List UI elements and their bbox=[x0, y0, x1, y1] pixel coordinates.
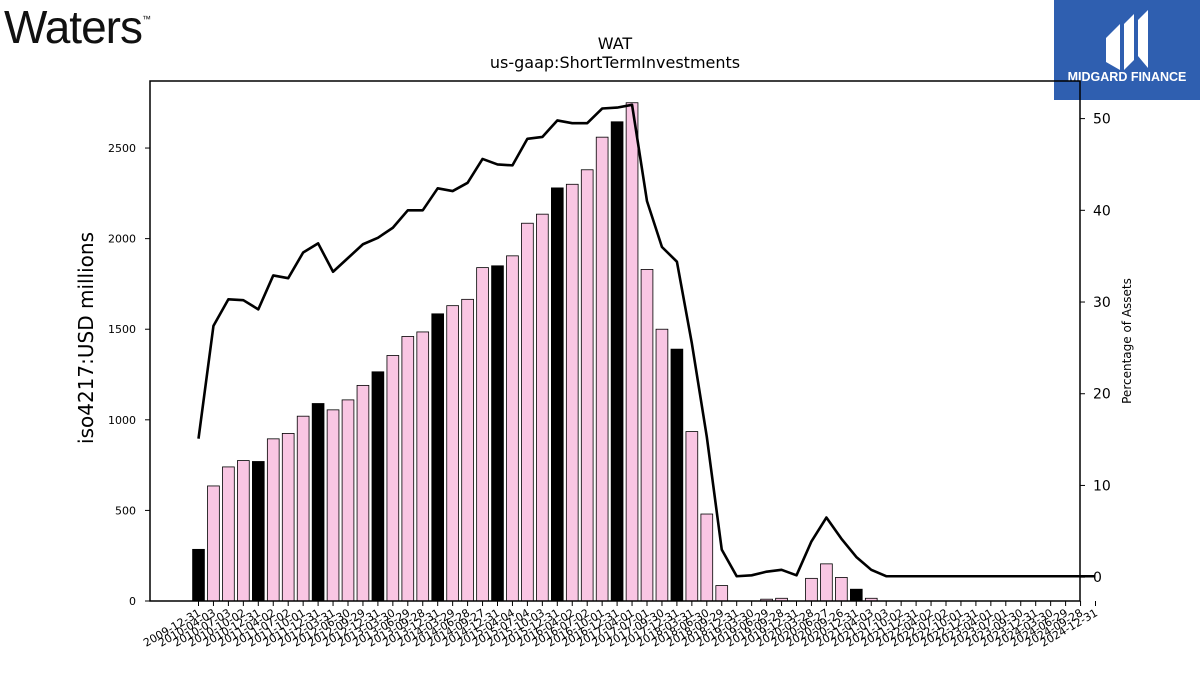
bar bbox=[311, 403, 325, 602]
y-tick-label: 2500 bbox=[108, 142, 136, 155]
bar bbox=[476, 267, 489, 602]
y2-tick-label: 50 bbox=[1093, 112, 1111, 128]
bar bbox=[700, 513, 714, 602]
bar bbox=[401, 336, 415, 602]
bar bbox=[416, 331, 430, 602]
bar bbox=[251, 461, 265, 602]
bar bbox=[715, 585, 729, 602]
y-tick-label: 1500 bbox=[108, 323, 136, 336]
bar bbox=[610, 121, 624, 602]
bar bbox=[446, 305, 459, 602]
right-axis: 0 10 20 30 40 50 bbox=[1080, 112, 1111, 586]
bar bbox=[655, 328, 669, 602]
chart-subtitle: us-gaap:ShortTermInvestments bbox=[490, 53, 740, 72]
bar bbox=[551, 187, 564, 602]
bar bbox=[356, 384, 370, 602]
bar bbox=[386, 355, 400, 602]
y2-axis-label: Percentage of Assets bbox=[1120, 278, 1134, 404]
chart-title: WAT bbox=[598, 34, 633, 53]
bar bbox=[431, 313, 444, 602]
y2-tick-label: 20 bbox=[1093, 387, 1111, 403]
x-axis: 2009-12-312010-04-032010-07-032010-10-02… bbox=[141, 601, 1100, 650]
y2-tick-label: 0 bbox=[1093, 570, 1102, 586]
midgard-finance-logo: MIDGARD FINANCE bbox=[1054, 0, 1200, 100]
bar bbox=[805, 577, 818, 602]
y-tick-label: 1000 bbox=[108, 414, 136, 427]
bar bbox=[640, 269, 654, 602]
bar bbox=[491, 265, 504, 602]
y-axis-label: iso4217:USD millions bbox=[74, 232, 98, 444]
bar bbox=[506, 255, 519, 602]
bar bbox=[670, 348, 684, 602]
bar bbox=[820, 563, 833, 602]
y2-tick-label: 10 bbox=[1093, 478, 1111, 494]
bar bbox=[222, 466, 235, 602]
bar bbox=[580, 169, 594, 602]
y-tick-label: 500 bbox=[115, 504, 136, 517]
bar bbox=[237, 460, 250, 602]
bar bbox=[281, 432, 295, 602]
midgard-logo-text: MIDGARD FINANCE bbox=[1068, 70, 1187, 84]
percentage-line bbox=[197, 103, 1096, 578]
bar bbox=[685, 431, 699, 602]
bar bbox=[341, 399, 355, 602]
left-axis: 0 500 1000 1500 2000 2500 bbox=[108, 142, 150, 608]
bar bbox=[207, 485, 220, 602]
plot-frame bbox=[149, 80, 1081, 602]
bars-group bbox=[192, 102, 878, 602]
bar bbox=[296, 415, 310, 602]
bar bbox=[565, 183, 579, 602]
bar bbox=[835, 577, 848, 602]
bar bbox=[536, 213, 549, 602]
waters-logo: Waters™ bbox=[4, 1, 151, 53]
midgard-logo-mark-icon: MIDGARD FINANCE bbox=[1068, 10, 1187, 84]
bar bbox=[266, 438, 280, 602]
bar bbox=[371, 371, 385, 602]
bar bbox=[521, 222, 534, 602]
bar bbox=[850, 588, 863, 602]
bar bbox=[192, 548, 205, 602]
y2-tick-label: 40 bbox=[1093, 203, 1111, 219]
y-tick-label: 0 bbox=[129, 595, 136, 608]
y2-tick-label: 30 bbox=[1093, 295, 1111, 311]
bar bbox=[326, 409, 340, 602]
y-tick-label: 2000 bbox=[108, 233, 136, 246]
bar bbox=[461, 298, 474, 602]
bar bbox=[595, 136, 609, 602]
bar bbox=[625, 102, 639, 602]
